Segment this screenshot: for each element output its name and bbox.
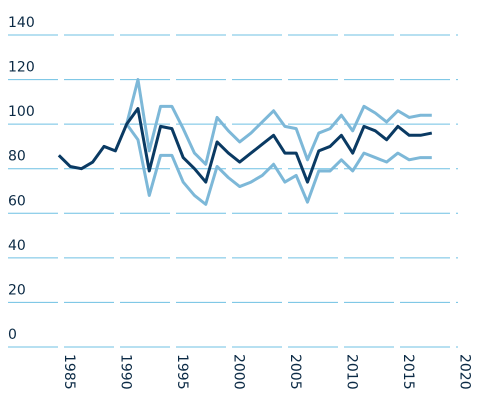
x-tick-label: 1995 <box>174 354 190 390</box>
x-tick-label: 2000 <box>231 354 247 390</box>
x-tick-label: 2015 <box>400 354 416 390</box>
y-tick-label: 100 <box>8 104 35 120</box>
series-line <box>125 123 432 206</box>
series-line <box>57 107 433 184</box>
y-tick-label: 0 <box>8 327 17 343</box>
y-tick-label: 80 <box>8 149 26 165</box>
x-tick-label: 1990 <box>118 354 134 390</box>
y-tick-label: 120 <box>8 60 35 76</box>
x-tick-label: 2020 <box>457 354 473 390</box>
series-line <box>125 78 432 166</box>
x-tick-label: 2010 <box>344 354 360 390</box>
y-tick-label: 140 <box>8 15 35 31</box>
x-tick-label: 2005 <box>287 354 303 390</box>
y-tick-label: 40 <box>8 238 26 254</box>
y-tick-label: 20 <box>8 282 26 298</box>
y-tick-label: 60 <box>8 193 26 209</box>
x-tick-label: 1985 <box>61 354 77 390</box>
